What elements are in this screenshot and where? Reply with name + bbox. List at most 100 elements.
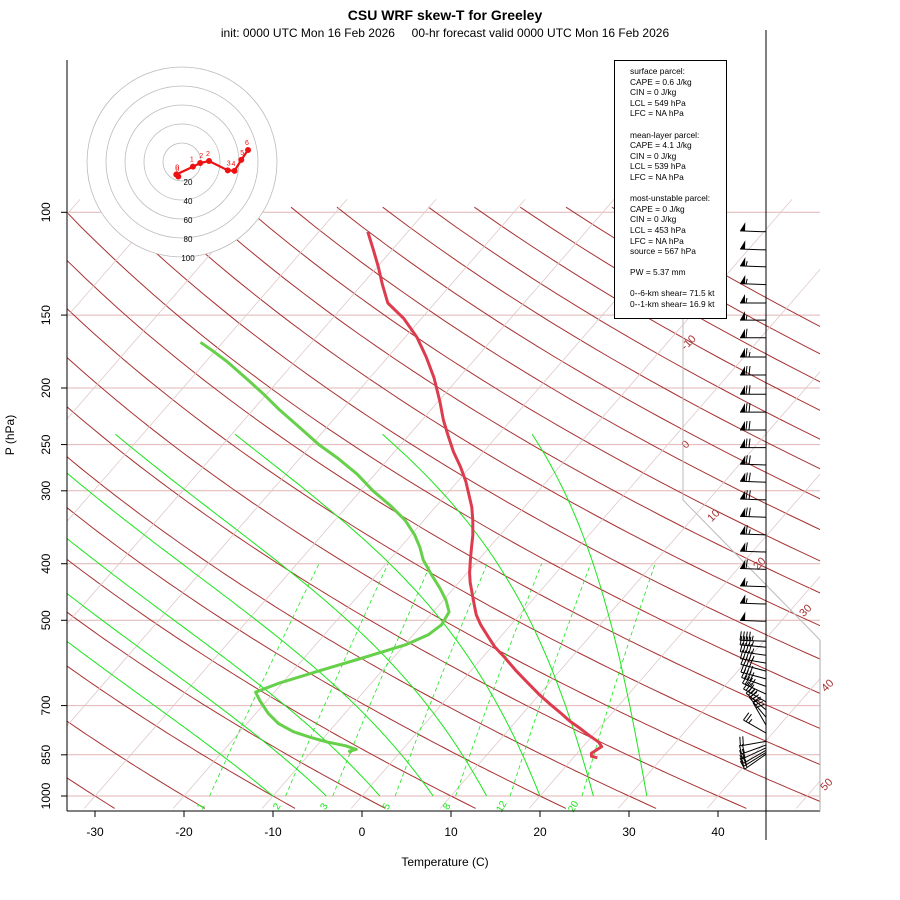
mixing-ratio-label: 1 — [195, 801, 208, 812]
stats-line: CAPE = 0 J/kg — [630, 203, 685, 214]
wind-barb — [739, 455, 767, 466]
hodo-ring-label: 60 — [184, 216, 193, 225]
isotherm-line — [528, 473, 820, 809]
wind-barb — [738, 744, 767, 755]
isotherm-label: 50 — [818, 776, 835, 793]
x-tick-label: -30 — [86, 825, 104, 839]
hodo-point — [197, 160, 204, 167]
hodo-point-label: 2 — [206, 151, 210, 158]
isotherm-line — [350, 268, 820, 809]
wind-barb — [739, 749, 767, 764]
stats-line: LCL = 539 hPa — [630, 161, 686, 172]
dry-adiabat — [67, 356, 820, 802]
hodo-point — [173, 171, 180, 178]
wind-barbs — [738, 30, 767, 840]
mixing-ratio-label: 5 — [381, 801, 394, 812]
wind-barb — [739, 257, 767, 268]
moist-adiabat — [67, 592, 327, 797]
isotherm-line — [67, 199, 437, 625]
mixing-ratio-line — [209, 563, 320, 797]
stats-line: LFC = NA hPa — [630, 235, 684, 246]
dry-adiabat — [199, 206, 820, 594]
mixing-ratio-label: 12 — [494, 799, 509, 815]
hodo-ring — [105, 85, 259, 239]
hodo-point — [231, 167, 238, 174]
stats-line: CIN = 0 J/kg — [630, 150, 677, 161]
hodo-ring-label: 100 — [181, 254, 195, 263]
x-tick-label: 30 — [622, 825, 636, 839]
isotherm-line — [67, 199, 81, 216]
wind-barb — [739, 274, 767, 286]
dry-adiabat — [67, 777, 115, 809]
isotherm-line — [67, 199, 170, 318]
wind-barb — [739, 222, 767, 233]
dry-adiabat — [67, 307, 820, 766]
hodo-point — [224, 167, 231, 174]
isotherm-line — [83, 199, 615, 809]
dry-adiabat — [67, 211, 820, 694]
wind-barb — [740, 438, 766, 449]
stats-line: most-unstable parcel: — [630, 193, 711, 204]
wind-barb — [740, 311, 766, 321]
x-tick-label: -20 — [175, 825, 193, 839]
stats-line: CAPE = 0.6 J/kg — [630, 76, 692, 87]
axes: -30 -20 -10 0 10 20 30 401001502002503004005007… — [39, 60, 821, 839]
sounding-profiles — [199, 231, 604, 760]
hodo-ring-label: 20 — [184, 178, 193, 187]
mixing-ratio-label: 3 — [318, 801, 331, 812]
mixing-ratio-line — [285, 563, 389, 797]
hodo-point — [206, 157, 213, 164]
wind-barb — [739, 635, 767, 648]
wind-barb — [740, 420, 766, 431]
wind-barb — [739, 753, 767, 770]
wind-barb — [739, 631, 767, 642]
hodo-ring-label: 80 — [184, 235, 193, 244]
dry-adiabat — [67, 259, 820, 730]
wind-barb — [739, 490, 767, 501]
mixing-ratio-line — [332, 563, 432, 797]
isotherm-line — [439, 371, 820, 809]
hodo-point-label: 3 — [227, 160, 231, 167]
stats-line: 0--1-km shear= 16.9 kt — [630, 299, 715, 310]
y-tick-label: 500 — [39, 610, 53, 630]
wind-barb — [739, 642, 767, 656]
wind-barb — [748, 691, 767, 718]
hodo-point-label: 6 — [245, 140, 249, 147]
stats-line: LCL = 453 hPa — [630, 224, 686, 235]
hodo-ring — [143, 123, 221, 201]
moist-adiabat — [67, 472, 434, 797]
wind-barb — [739, 736, 767, 747]
wind-barb — [740, 328, 766, 339]
stats-group: PW = 5.37 mm — [630, 267, 726, 278]
y-tick-label: 250 — [39, 434, 53, 454]
wind-barb — [739, 525, 767, 536]
dry-adiabat — [336, 206, 820, 500]
y-tick-label: 850 — [39, 744, 53, 764]
y-axis-label: P (hPa) — [3, 415, 17, 455]
isotherm-label: 10 — [705, 507, 722, 524]
mixing-ratio-line — [394, 563, 488, 797]
stats-line: mean-layer parcel: — [630, 129, 700, 140]
dewpoint-profile — [199, 341, 451, 755]
y-tick-label: 150 — [39, 305, 53, 325]
hodo-ring-label: 40 — [184, 197, 193, 206]
stats-group: surface parcel: CAPE = 0.6 J/kg CIN = 0 J/… — [630, 66, 726, 119]
dry-adiabat — [67, 611, 386, 809]
dry-adiabat — [67, 665, 296, 809]
y-tick-label: 100 — [39, 202, 53, 222]
mixing-ratio-label: 20 — [566, 799, 581, 815]
dry-adiabat — [67, 558, 476, 809]
dry-adiabat — [153, 206, 820, 627]
parcel-stats-legend: surface parcel: CAPE = 0.6 J/kg CIN = 0 J/… — [614, 60, 727, 319]
dry-adiabat — [244, 206, 820, 562]
y-tick-label: 400 — [39, 553, 53, 573]
dry-adiabat — [67, 456, 657, 809]
wind-barb — [739, 507, 767, 518]
dry-adiabat — [107, 206, 820, 660]
stats-line: source = 567 hPa — [630, 246, 696, 257]
mixing-ratio-line — [455, 563, 542, 797]
moist-adiabat — [67, 537, 381, 797]
x-axis-label: Temperature (C) — [401, 855, 488, 869]
hodo-point-label: 4 — [232, 161, 236, 168]
